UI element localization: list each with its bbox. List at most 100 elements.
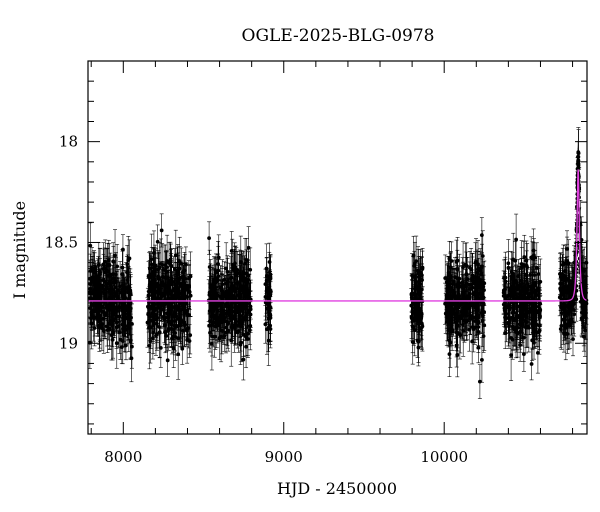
data-point — [119, 345, 124, 350]
data-point — [177, 277, 182, 282]
data-point — [124, 343, 128, 348]
chart-title: OGLE-2025-BLG-0978 — [242, 26, 435, 46]
data-point — [479, 310, 483, 315]
data-point — [230, 262, 235, 267]
data-point — [222, 319, 227, 324]
data-point — [248, 267, 253, 272]
data-point — [180, 294, 185, 299]
data-point — [207, 309, 212, 313]
data-point — [171, 313, 176, 318]
data-point — [159, 228, 164, 233]
data-point — [455, 258, 460, 263]
data-point — [127, 256, 132, 261]
data-point — [113, 253, 117, 258]
data-point — [417, 319, 421, 324]
data-point — [166, 327, 171, 332]
data-point — [168, 258, 173, 263]
data-point — [179, 261, 184, 266]
data-point — [220, 282, 225, 287]
data-point — [152, 306, 157, 311]
data-point — [180, 346, 185, 351]
data-point — [185, 312, 190, 317]
data-point — [219, 302, 223, 307]
data-point — [107, 263, 112, 267]
data-point — [90, 303, 94, 307]
data-point — [120, 301, 125, 306]
data-point — [241, 270, 246, 275]
data-point — [185, 338, 190, 342]
data-point — [207, 236, 212, 241]
data-point — [110, 288, 114, 293]
data-point — [129, 315, 133, 320]
data-point — [91, 291, 95, 296]
data-point — [230, 284, 234, 288]
data-point — [166, 285, 171, 290]
data-point — [454, 316, 459, 321]
data-point — [417, 291, 422, 295]
data-point — [149, 287, 154, 292]
photometry-points — [87, 127, 589, 399]
data-point — [229, 248, 234, 253]
data-point — [175, 268, 180, 273]
data-point — [248, 304, 253, 309]
data-point — [265, 327, 269, 332]
data-point — [97, 294, 102, 299]
data-point — [224, 325, 229, 330]
data-point — [224, 266, 229, 271]
data-point — [145, 320, 150, 325]
data-point — [164, 269, 169, 274]
data-point — [163, 288, 167, 293]
data-point — [267, 260, 272, 264]
data-point — [112, 294, 117, 299]
data-point — [125, 316, 130, 321]
data-point — [110, 312, 115, 317]
data-point — [243, 306, 248, 311]
data-point — [222, 312, 226, 317]
data-point — [409, 303, 414, 308]
data-point — [100, 304, 104, 309]
data-point — [455, 353, 460, 357]
data-point — [445, 280, 450, 285]
data-point — [419, 316, 424, 321]
data-point — [463, 262, 468, 267]
data-point — [246, 337, 250, 341]
data-point — [236, 329, 241, 333]
data-point — [180, 328, 185, 333]
data-point — [111, 259, 116, 264]
data-point — [470, 282, 474, 287]
data-point — [104, 285, 109, 290]
data-point — [420, 267, 425, 271]
data-point — [416, 345, 421, 350]
data-point — [157, 276, 162, 281]
data-point — [225, 291, 230, 296]
data-point — [110, 337, 115, 342]
data-point — [158, 261, 163, 266]
data-point — [105, 328, 110, 333]
data-point — [154, 284, 159, 289]
data-point — [481, 284, 486, 289]
data-point — [155, 315, 159, 320]
data-point — [177, 316, 181, 321]
data-point — [102, 266, 107, 270]
data-point — [243, 279, 248, 284]
data-point — [238, 318, 243, 323]
data-point — [127, 301, 132, 306]
data-point — [464, 319, 469, 324]
data-point — [246, 277, 250, 282]
data-point — [176, 324, 181, 328]
data-point — [480, 357, 484, 362]
data-point — [230, 316, 235, 320]
data-point — [148, 325, 153, 330]
data-point — [88, 289, 92, 294]
data-point — [174, 289, 179, 294]
data-point — [163, 323, 167, 328]
data-point — [238, 260, 243, 264]
data-point — [154, 289, 158, 294]
data-point — [94, 288, 99, 293]
data-point — [181, 288, 186, 293]
data-point — [208, 330, 212, 335]
data-point — [419, 287, 424, 292]
data-point — [186, 276, 191, 281]
data-point — [158, 301, 162, 305]
data-point — [98, 272, 102, 277]
